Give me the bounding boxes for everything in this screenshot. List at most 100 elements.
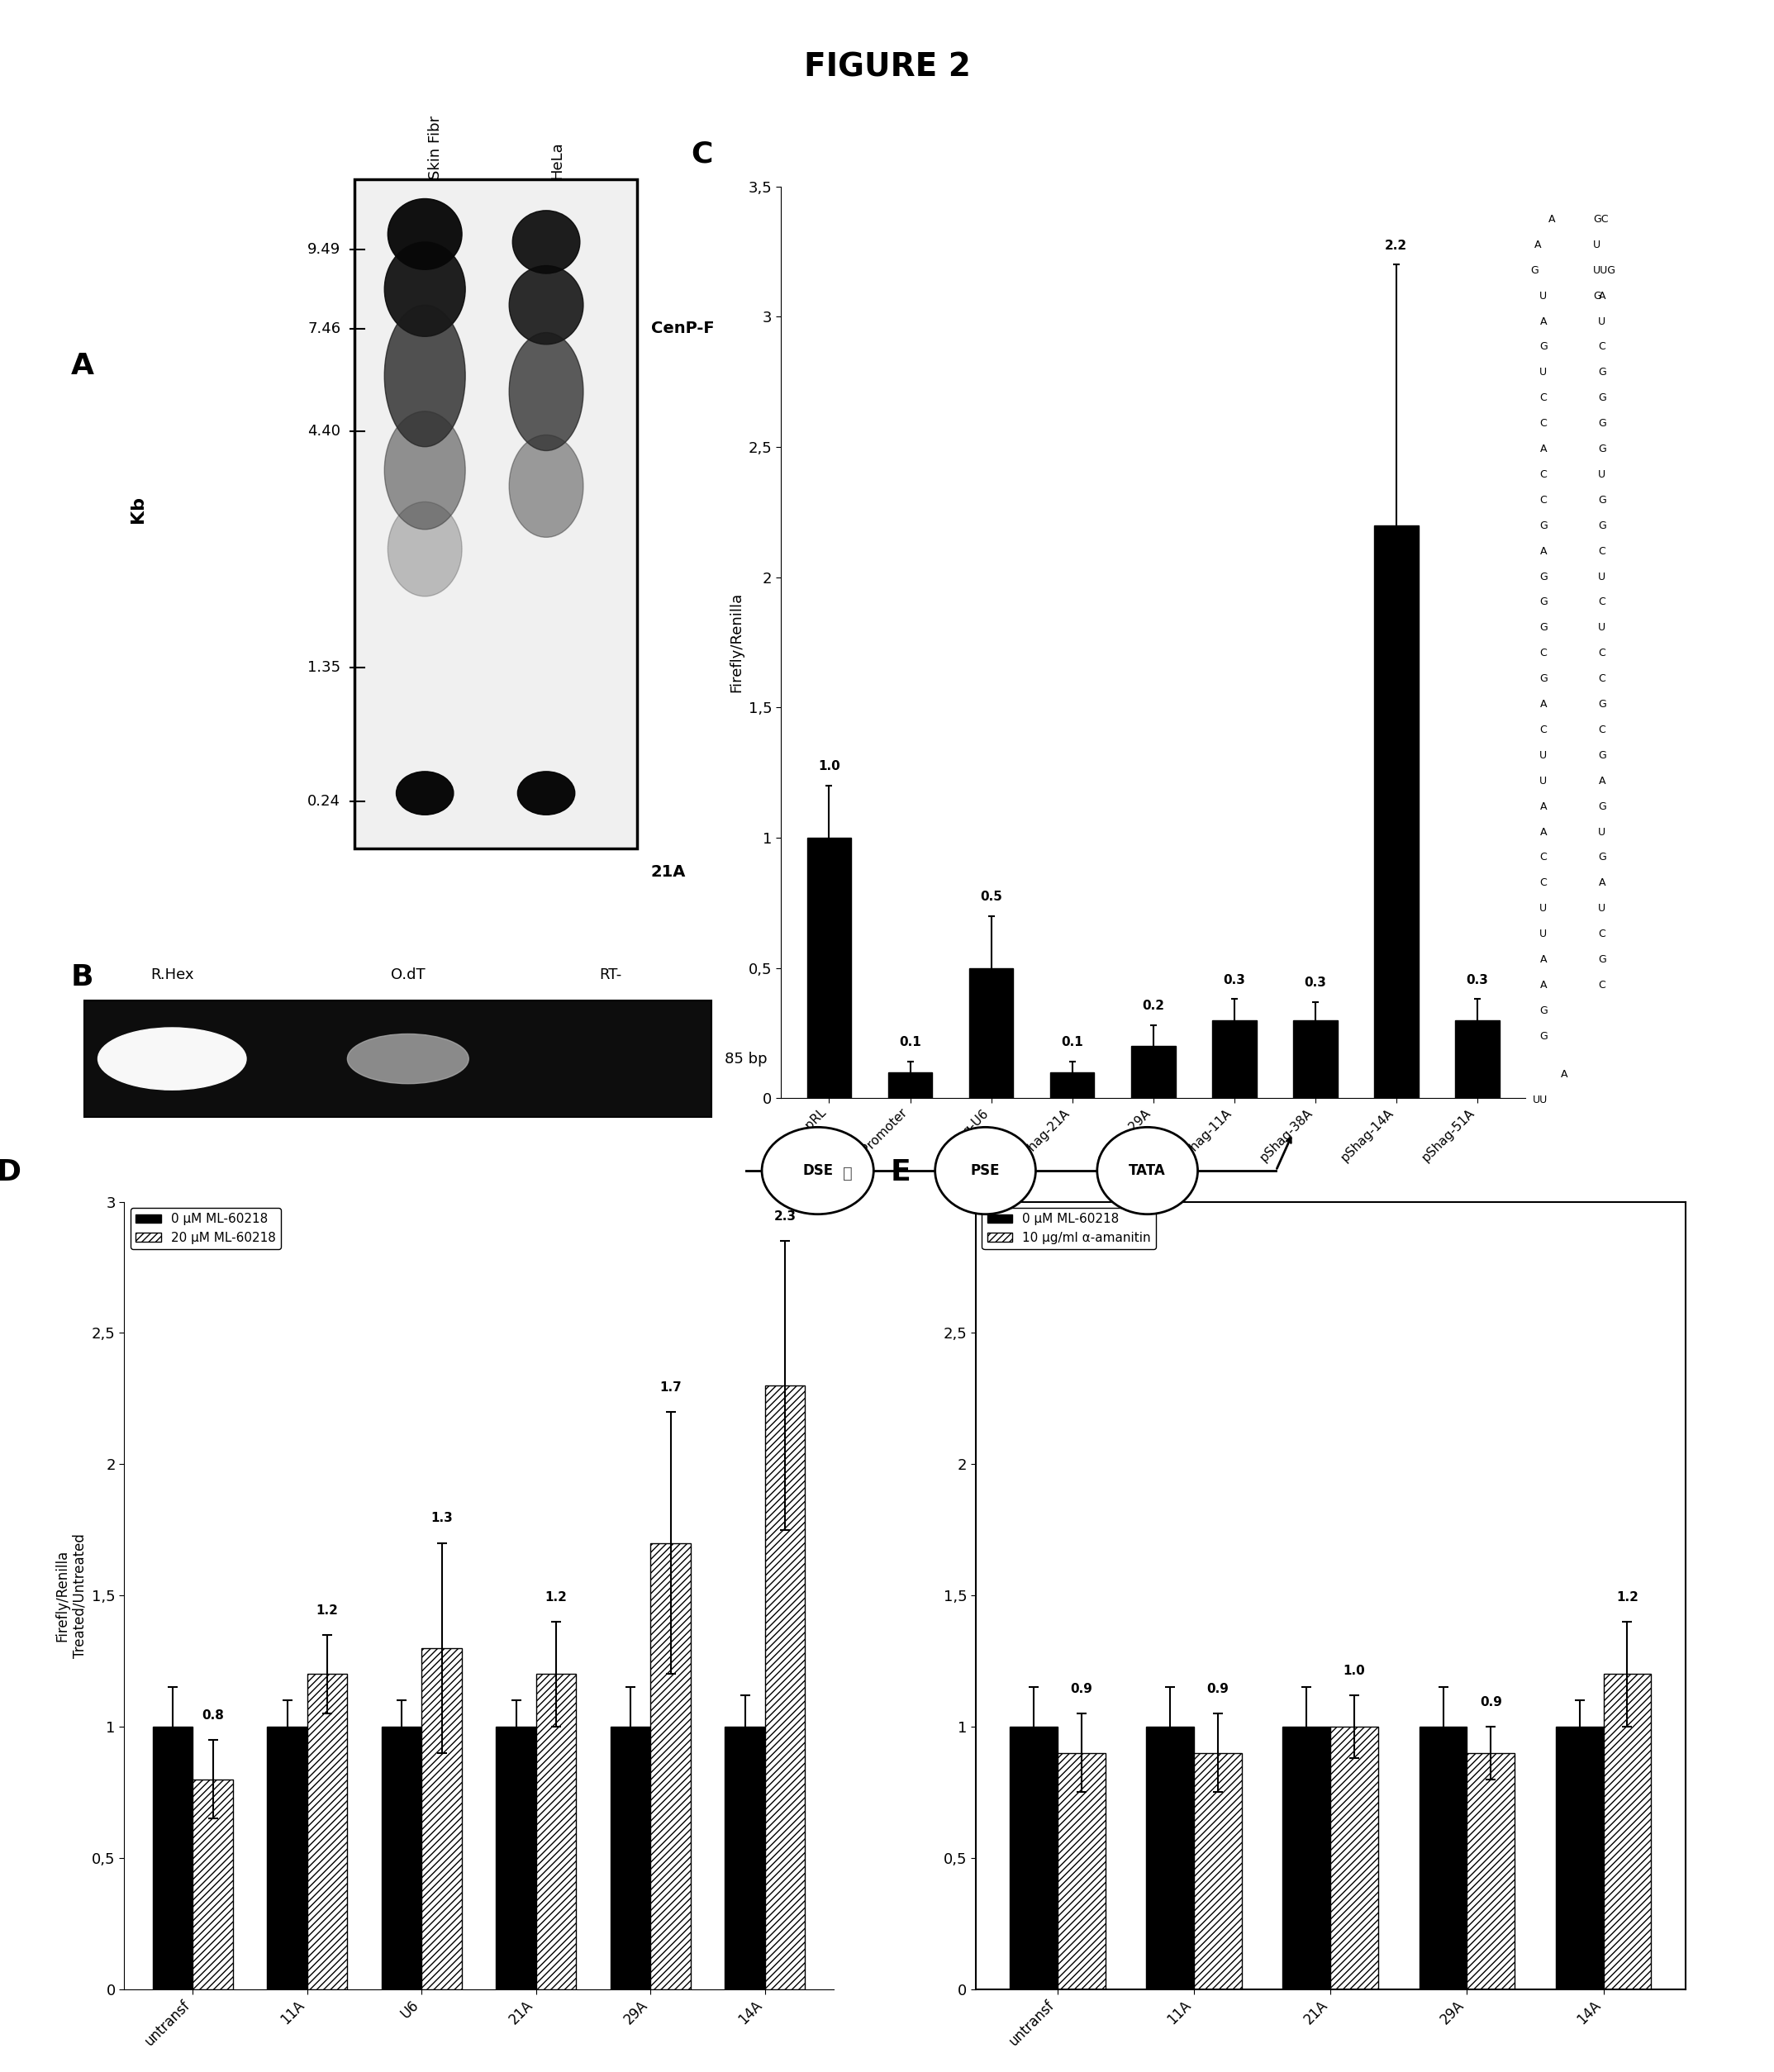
Text: 1.0: 1.0 — [1343, 1664, 1366, 1676]
Text: O.dT: O.dT — [390, 968, 426, 982]
Text: U: U — [1540, 903, 1547, 914]
Text: U: U — [1540, 750, 1547, 760]
Ellipse shape — [513, 211, 580, 274]
Text: 0.8: 0.8 — [202, 1709, 224, 1722]
Bar — [807, 837, 852, 1098]
Bar — [268, 1726, 307, 1989]
Text: R.Hex: R.Hex — [151, 968, 193, 982]
Text: HeLa: HeLa — [550, 141, 564, 178]
Text: G: G — [1598, 520, 1605, 530]
Text: G: G — [1540, 673, 1547, 684]
Bar — [1212, 1019, 1256, 1098]
Text: 2.3: 2.3 — [773, 1210, 797, 1222]
Bar — [536, 1674, 577, 1989]
Ellipse shape — [385, 410, 465, 528]
Text: A: A — [1598, 290, 1605, 300]
Bar — [1330, 1726, 1378, 1989]
Bar — [1146, 1726, 1194, 1989]
Text: 1.2: 1.2 — [1616, 1591, 1639, 1604]
Text: G: G — [1598, 802, 1605, 812]
Text: U: U — [1598, 317, 1605, 327]
Bar — [1467, 1753, 1515, 1989]
Text: DSE: DSE — [802, 1162, 834, 1179]
Text: A: A — [1540, 698, 1547, 711]
Bar — [1293, 1019, 1338, 1098]
Text: 1.2: 1.2 — [545, 1591, 568, 1604]
Text: A: A — [1540, 317, 1547, 327]
Text: RT-: RT- — [600, 968, 621, 982]
Text: 0.9: 0.9 — [1070, 1682, 1093, 1695]
Bar — [1455, 1019, 1499, 1098]
Legend: 0 μM ML-60218, 20 μM ML-60218: 0 μM ML-60218, 20 μM ML-60218 — [131, 1208, 280, 1249]
Text: G: G — [1593, 290, 1602, 300]
Text: 1.35: 1.35 — [307, 659, 341, 675]
Text: C: C — [1540, 879, 1547, 889]
Bar — [1130, 1046, 1176, 1098]
Bar — [422, 1647, 461, 1989]
Ellipse shape — [1096, 1127, 1197, 1214]
Ellipse shape — [509, 332, 584, 450]
Text: GC: GC — [1593, 213, 1609, 224]
Text: C: C — [1540, 852, 1547, 862]
Legend: 0 μM ML-60218, 10 μg/ml α-amanitin: 0 μM ML-60218, 10 μg/ml α-amanitin — [983, 1208, 1157, 1249]
Text: FIGURE 2: FIGURE 2 — [804, 52, 970, 83]
Text: C: C — [1540, 468, 1547, 481]
Text: PSE: PSE — [970, 1162, 1001, 1179]
Bar — [887, 1071, 933, 1098]
Text: A: A — [71, 352, 94, 381]
Text: ⎙: ⎙ — [843, 1164, 852, 1181]
Text: 85 bp: 85 bp — [726, 1051, 768, 1067]
Bar — [765, 1386, 805, 1989]
Ellipse shape — [348, 1034, 468, 1084]
Ellipse shape — [389, 501, 461, 597]
Ellipse shape — [509, 265, 584, 344]
Text: 0.24: 0.24 — [307, 794, 341, 808]
Bar — [153, 1726, 193, 1989]
Text: G: G — [1598, 955, 1605, 966]
Text: 9.49: 9.49 — [307, 242, 341, 257]
Text: B: B — [71, 963, 94, 992]
Bar — [497, 1726, 536, 1989]
Text: U: U — [1540, 367, 1547, 377]
Text: C: C — [692, 141, 713, 168]
Text: 7.46: 7.46 — [307, 321, 341, 336]
Text: G: G — [1598, 367, 1605, 377]
Bar — [1373, 524, 1419, 1098]
Ellipse shape — [935, 1127, 1036, 1214]
Text: 0.3: 0.3 — [1465, 974, 1488, 986]
Bar — [1604, 1674, 1652, 1989]
Text: G: G — [1540, 572, 1547, 582]
Text: C: C — [1540, 419, 1547, 429]
Text: G: G — [1598, 750, 1605, 760]
Text: G: G — [1598, 852, 1605, 862]
Text: Skin Fibr: Skin Fibr — [428, 116, 444, 178]
Text: 4.40: 4.40 — [307, 423, 341, 439]
Bar — [726, 1726, 765, 1989]
Text: TATA: TATA — [1128, 1162, 1166, 1179]
Text: A: A — [1540, 827, 1547, 837]
Text: C: C — [1540, 392, 1547, 404]
Ellipse shape — [389, 199, 461, 269]
Bar — [969, 968, 1013, 1098]
Bar — [651, 1544, 690, 1989]
Text: G: G — [1598, 392, 1605, 404]
Ellipse shape — [98, 1028, 247, 1090]
Bar — [1194, 1753, 1242, 1989]
Text: U: U — [1598, 572, 1605, 582]
Text: G: G — [1540, 597, 1547, 607]
Text: A: A — [1540, 980, 1547, 990]
Text: U: U — [1598, 468, 1605, 481]
Text: D: D — [0, 1158, 21, 1185]
Y-axis label: Firefly/Renilla
Treated/Untreated: Firefly/Renilla Treated/Untreated — [55, 1533, 87, 1658]
Text: 21A: 21A — [651, 864, 687, 881]
Text: 0.3: 0.3 — [1222, 974, 1245, 986]
Text: A: A — [1535, 240, 1542, 251]
Bar — [85, 1001, 711, 1117]
Text: 0.9: 0.9 — [1480, 1695, 1503, 1707]
Text: A: A — [1598, 879, 1605, 889]
Text: 1.2: 1.2 — [316, 1604, 339, 1616]
Text: Kb: Kb — [130, 495, 147, 524]
Text: 2.2: 2.2 — [1385, 238, 1407, 251]
Ellipse shape — [385, 305, 465, 448]
Text: C: C — [1598, 545, 1605, 557]
